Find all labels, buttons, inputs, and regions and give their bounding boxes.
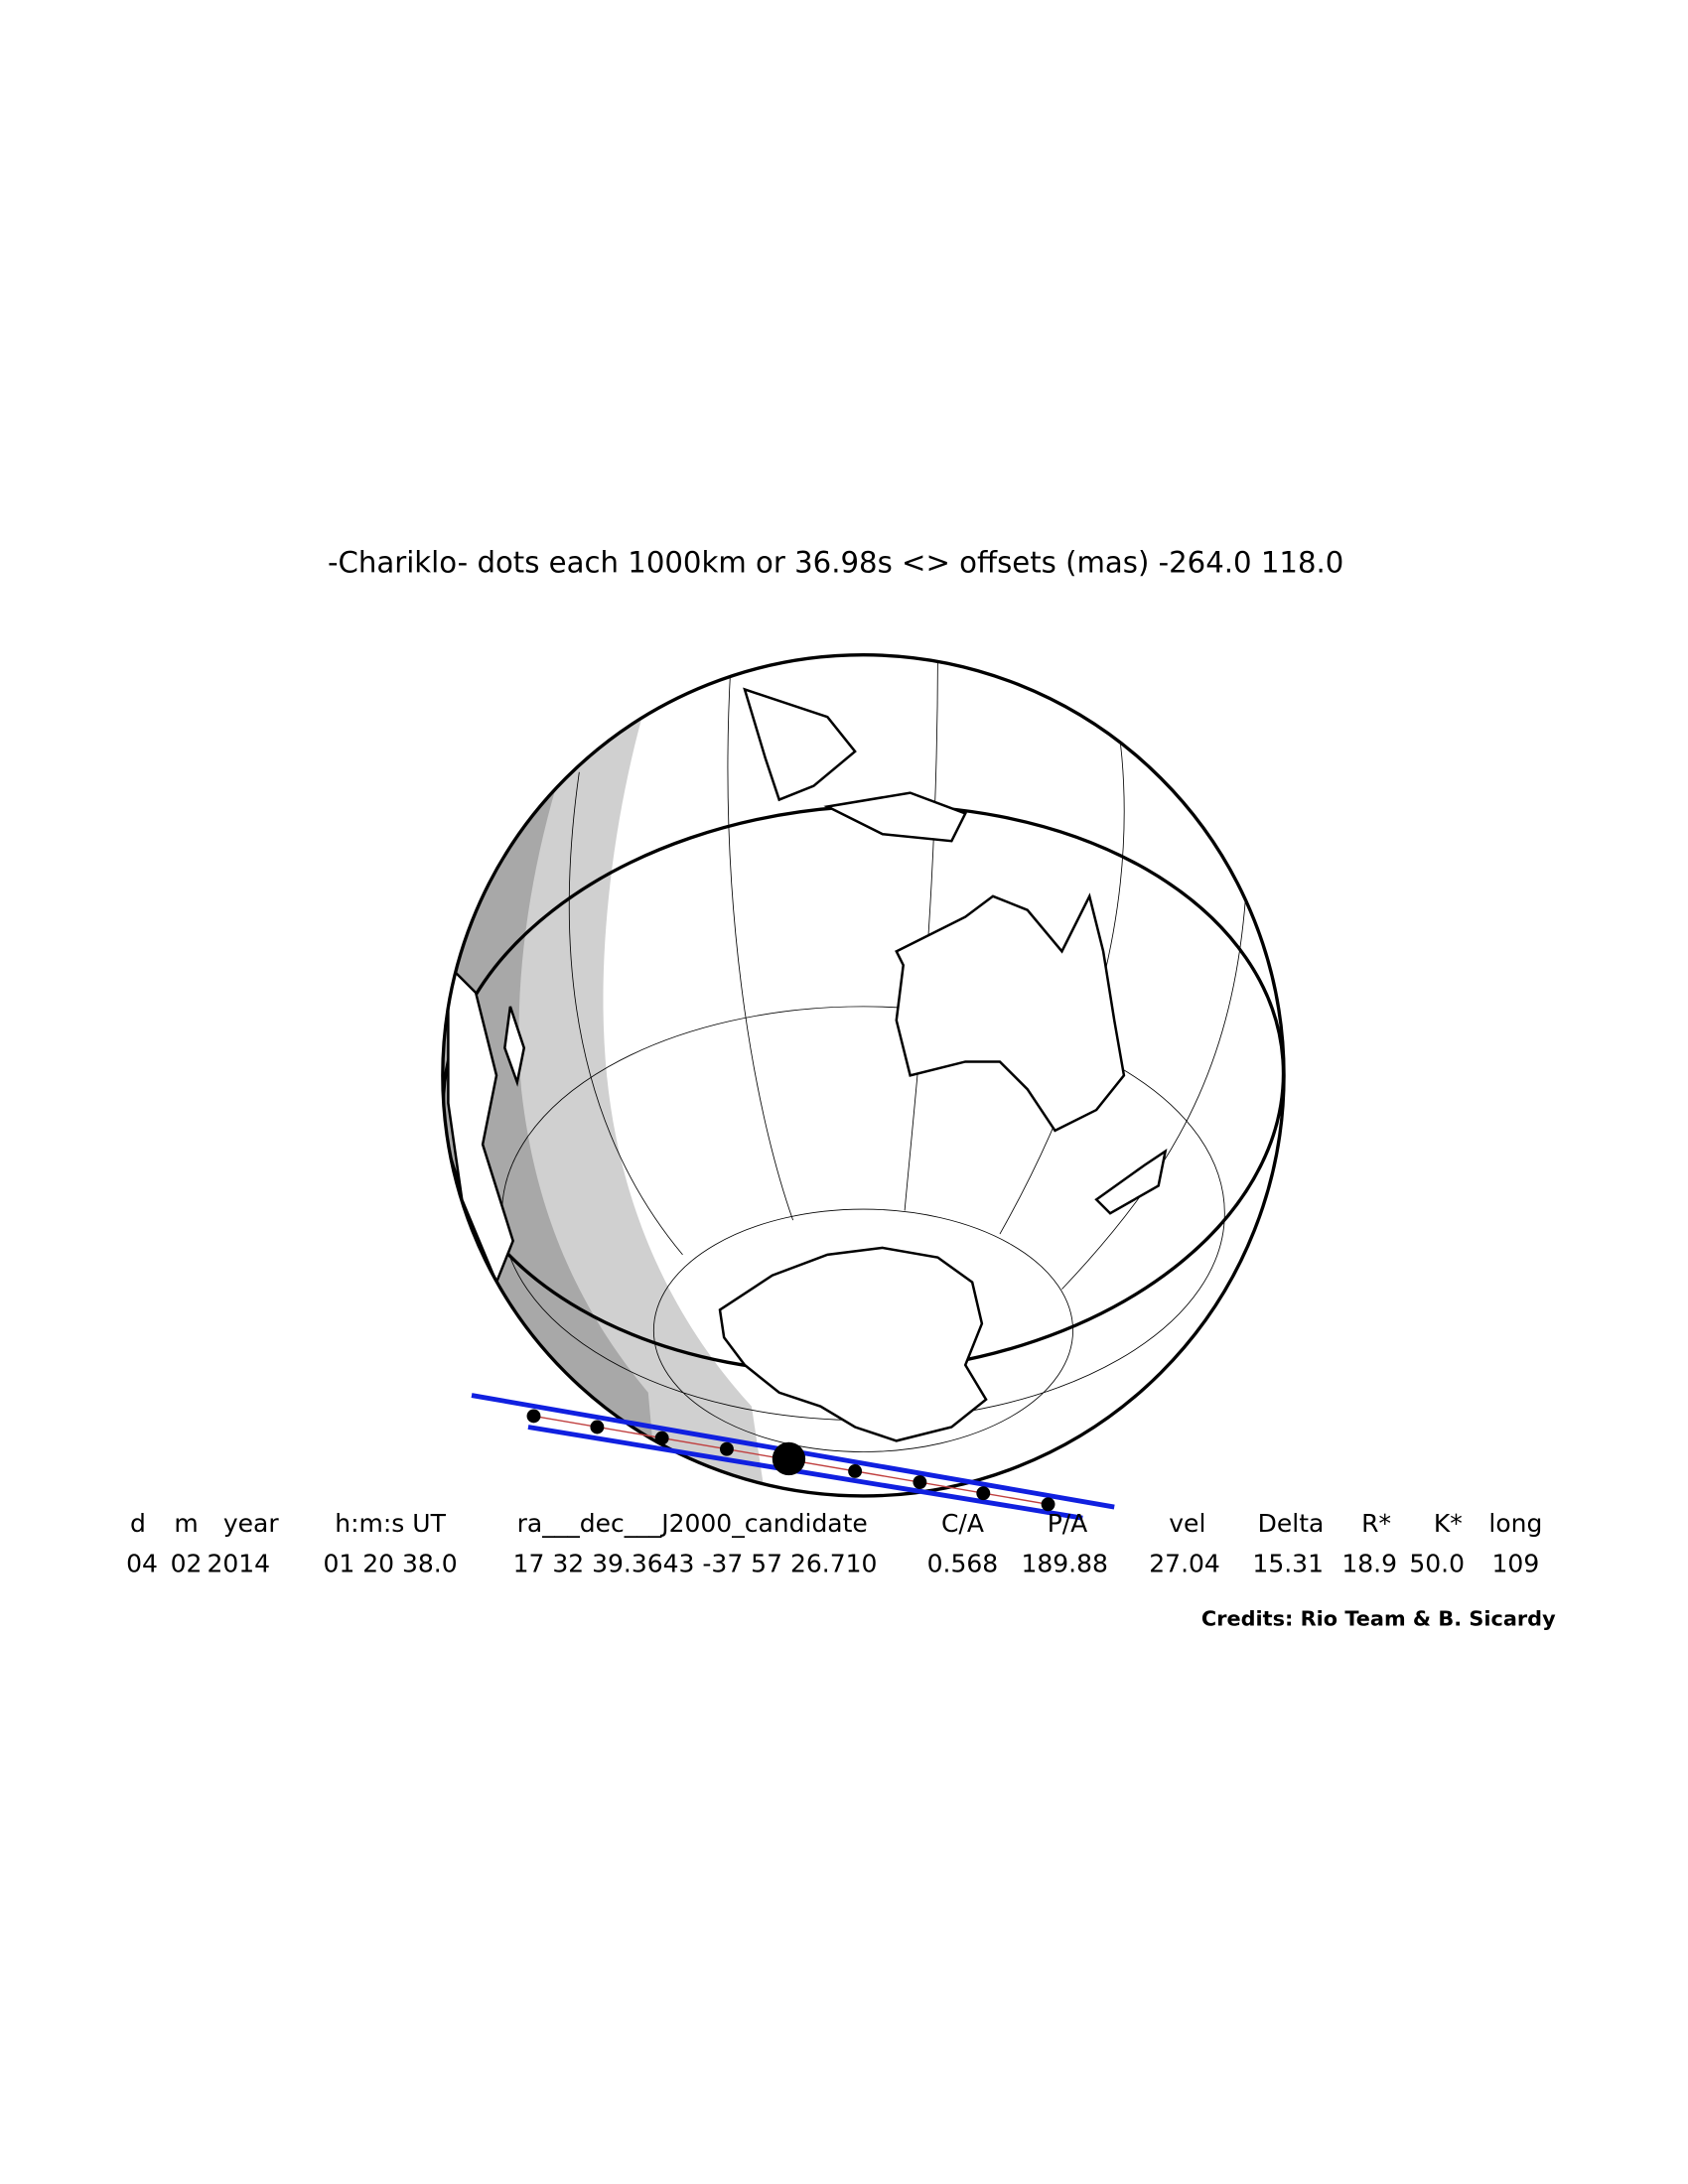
- value: 109: [1492, 1549, 1540, 1577]
- value: 27.04: [1149, 1549, 1220, 1577]
- header: P/A: [1048, 1509, 1088, 1538]
- value: 17 32 39.3643 -37 57 26.710: [513, 1549, 878, 1577]
- value: 18.9: [1341, 1549, 1397, 1577]
- header: C/A: [941, 1509, 984, 1538]
- value: 15.31: [1252, 1549, 1324, 1577]
- header: h:m:s UT: [335, 1509, 446, 1538]
- value: 189.88: [1021, 1549, 1107, 1577]
- header: d: [130, 1509, 146, 1538]
- header: K*: [1434, 1509, 1463, 1538]
- value: 04: [126, 1549, 158, 1577]
- value: 01 20 38.0: [323, 1549, 457, 1577]
- occultation-path: [471, 1393, 1115, 1521]
- header: R*: [1361, 1509, 1391, 1538]
- header: vel: [1169, 1509, 1205, 1538]
- header: Delta: [1258, 1509, 1325, 1538]
- value: 50.0: [1409, 1549, 1465, 1577]
- value: 2014: [207, 1549, 270, 1577]
- header: long: [1488, 1509, 1542, 1538]
- header: year: [223, 1509, 279, 1538]
- header: ra___dec___J2000_candidate: [517, 1509, 868, 1538]
- credits: Credits: Rio Team & B. Sicardy: [1201, 1606, 1556, 1630]
- globe: [441, 653, 1286, 1498]
- table: d m year h:m:s UT ra___dec___J2000_candi…: [126, 1509, 1542, 1577]
- header: m: [174, 1509, 198, 1538]
- path-limit: [527, 1425, 1083, 1521]
- value: 0.568: [927, 1549, 999, 1577]
- value: 02: [171, 1549, 203, 1577]
- title: -Chariklo- dots each 1000km or 36.98s <>…: [328, 545, 1343, 579]
